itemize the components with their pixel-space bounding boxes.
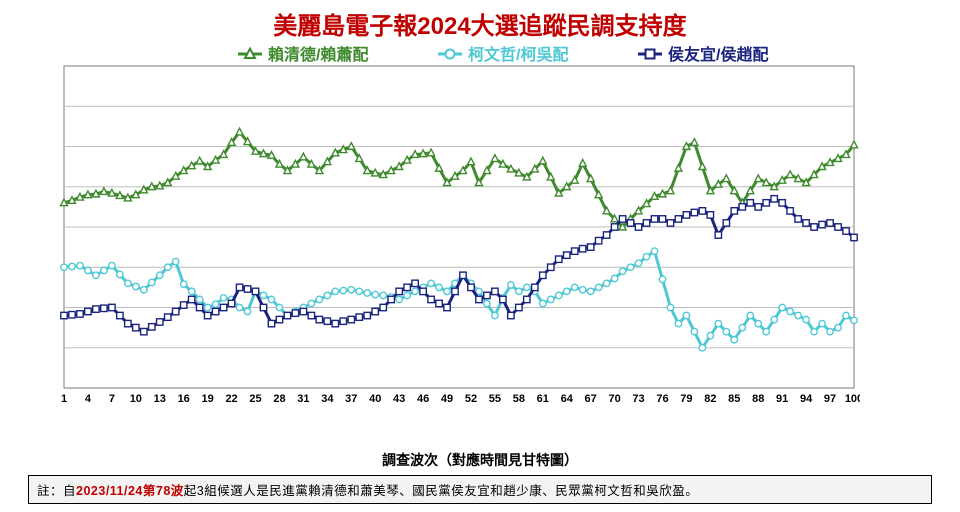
x-tick-label: 52 xyxy=(465,393,477,405)
x-tick-label: 76 xyxy=(656,393,668,405)
footnote: 註：自2023/11/24第78波起3組候選人是民進黨賴清德和蕭美琴、國民黨侯友… xyxy=(28,475,932,504)
x-tick-label: 55 xyxy=(489,393,501,405)
x-tick-label: 16 xyxy=(178,393,190,405)
legend: 賴清德/賴蕭配 柯文哲/柯吳配 侯友宜/侯趙配 xyxy=(238,45,768,64)
legend-label-hou: 侯友宜/侯趙配 xyxy=(668,45,768,64)
x-tick-label: 67 xyxy=(585,393,597,405)
x-tick-label: 10 xyxy=(130,393,142,405)
x-tick-label: 70 xyxy=(608,393,620,405)
x-tick-label: 88 xyxy=(752,393,764,405)
x-tick-label: 28 xyxy=(273,393,285,405)
footnote-suffix: 起3組候選人是民進黨賴清德和蕭美琴、國民黨侯友宜和趙少康、民眾黨柯文哲和吳欣盈。 xyxy=(184,484,698,498)
x-tick-label: 25 xyxy=(249,393,261,405)
legend-label-ko: 柯文哲/柯吳配 xyxy=(468,45,568,64)
x-tick-label: 22 xyxy=(225,393,237,405)
x-tick-label: 61 xyxy=(537,393,549,405)
chart-title: 美麗島電子報2024大選追蹤民調支持度 xyxy=(0,6,960,41)
x-tick-label: 37 xyxy=(345,393,357,405)
x-tick-label: 64 xyxy=(561,393,574,405)
x-tick-label: 73 xyxy=(632,393,644,405)
x-tick-label: 91 xyxy=(776,393,788,405)
x-tick-label: 34 xyxy=(321,393,334,405)
x-tick-label: 1 xyxy=(61,393,67,405)
x-tick-label: 49 xyxy=(441,393,453,405)
x-tick-label: 100 xyxy=(845,393,860,405)
x-tick-label: 94 xyxy=(800,393,813,405)
x-axis-label: 調查波次（對應時間見甘特圖） xyxy=(0,450,960,470)
x-tick-label: 7 xyxy=(109,393,115,405)
x-tick-label: 79 xyxy=(680,393,692,405)
x-tick-label: 85 xyxy=(728,393,740,405)
x-tick-label: 13 xyxy=(154,393,166,405)
x-tick-label: 58 xyxy=(513,393,525,405)
x-tick-label: 19 xyxy=(202,393,214,405)
x-tick-label: 46 xyxy=(417,393,429,405)
legend-label-lai: 賴清德/賴蕭配 xyxy=(268,45,368,64)
footnote-prefix: 註：自 xyxy=(37,484,76,498)
chart-svg: 10%15%20%25%30%35%40%45%50%1471013161922… xyxy=(58,42,860,422)
x-tick-label: 31 xyxy=(297,393,309,405)
x-tick-label: 82 xyxy=(704,393,716,405)
footnote-highlight: 2023/11/24第78波 xyxy=(76,484,184,498)
x-tick-label: 97 xyxy=(824,393,836,405)
x-tick-label: 40 xyxy=(369,393,381,405)
x-tick-label: 43 xyxy=(393,393,405,405)
poll-chart: 美麗島電子報2024大選追蹤民調支持度 10%15%20%25%30%35%40… xyxy=(0,0,960,512)
x-tick-label: 4 xyxy=(85,393,92,405)
